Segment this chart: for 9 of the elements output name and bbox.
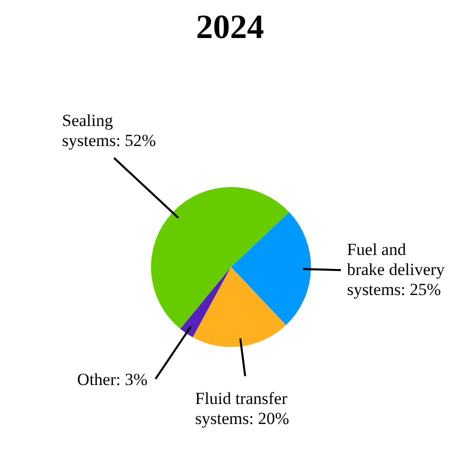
pie-slice (151, 187, 290, 329)
pie-slice (231, 212, 311, 326)
chart-title: 2024 (196, 9, 264, 46)
slice-label: Fluid transfer systems: 20% (195, 389, 290, 428)
pie-slice (192, 267, 286, 347)
slice-label: Fuel and brake delivery systems: 25% (346, 240, 446, 300)
slice-label: Other: 3% (77, 370, 148, 389)
slice-label: Sealing systems: 52% (62, 110, 156, 150)
pie-slice (180, 267, 231, 338)
